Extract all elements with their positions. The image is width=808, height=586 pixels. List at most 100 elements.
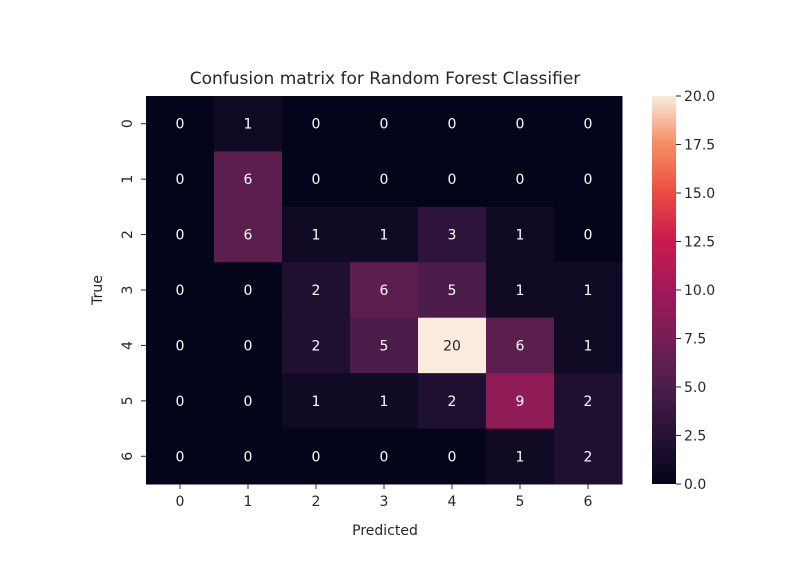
x-tick-label: 2 — [312, 494, 321, 510]
cell-value-label: 0 — [380, 117, 389, 133]
cell-value-label: 0 — [176, 394, 185, 410]
colorbar-tick-label: 12.5 — [684, 235, 715, 251]
heatmap-cell-r2-c0 — [146, 206, 215, 263]
heatmap-cell-r3-c5 — [486, 262, 555, 319]
x-axis-label: Predicted — [352, 523, 418, 539]
cell-value-label: 1 — [516, 283, 525, 299]
cell-value-label: 1 — [312, 394, 321, 410]
y-tick-label: 6 — [120, 452, 136, 461]
colorbar-tick-label: 2.5 — [684, 429, 706, 445]
cell-value-label: 0 — [584, 172, 593, 188]
heatmap-cell-r3-c3 — [350, 262, 419, 319]
cell-value-label: 0 — [380, 449, 389, 465]
heatmap-cell-r3-c4 — [418, 262, 487, 319]
heatmap-cell-r1-c6 — [554, 151, 623, 208]
heatmap-cell-r3-c0 — [146, 262, 215, 319]
heatmap-cell-r0-c1 — [214, 96, 283, 152]
heatmap-cell-r2-c3 — [350, 206, 419, 263]
cell-value-label: 3 — [448, 228, 457, 244]
heatmap-cell-r6-c6 — [554, 428, 623, 485]
cell-value-label: 2 — [584, 394, 593, 410]
colorbar-tick-label: 17.5 — [684, 138, 715, 154]
colorbar-tick-label: 5.0 — [684, 380, 706, 396]
heatmap-cell-r3-c1 — [214, 262, 283, 319]
heatmap-cell-r5-c1 — [214, 373, 283, 430]
cell-value-label: 6 — [516, 338, 525, 354]
y-tick-label: 4 — [120, 341, 136, 350]
cell-value-label: 0 — [176, 338, 185, 354]
heatmap-cell-r2-c1 — [214, 206, 283, 263]
cell-value-label: 1 — [244, 117, 253, 133]
heatmap-cell-r0-c6 — [554, 96, 623, 152]
heatmap-cell-r5-c5 — [486, 373, 555, 430]
colorbar-tick-label: 20.0 — [684, 89, 715, 105]
heatmap-cell-r3-c2 — [282, 262, 351, 319]
heatmap-cell-r4-c5 — [486, 317, 555, 374]
cell-value-label: 0 — [312, 449, 321, 465]
cell-value-label: 0 — [244, 449, 253, 465]
y-axis-ticks: 0 1 2 3 4 5 6 — [120, 119, 146, 461]
y-tick-label: 3 — [120, 286, 136, 295]
cell-value-label: 5 — [448, 283, 457, 299]
heatmap-cell-r5-c0 — [146, 373, 215, 430]
x-tick-label: 0 — [176, 494, 185, 510]
x-axis-ticks: 0 1 2 3 4 5 6 — [176, 484, 593, 510]
colorbar-tick-label: 15.0 — [684, 186, 715, 202]
cell-value-label: 1 — [380, 394, 389, 410]
cell-value-label: 5 — [380, 338, 389, 354]
cell-value-label: 2 — [448, 394, 457, 410]
cell-value-label: 6 — [244, 172, 253, 188]
heatmap-cells — [146, 96, 623, 485]
heatmap-cell-r6-c0 — [146, 428, 215, 485]
cell-value-label: 20 — [443, 338, 461, 354]
colorbar-tick-label: 0.0 — [684, 477, 706, 493]
heatmap-cell-r0-c4 — [418, 96, 487, 152]
heatmap-cell-r1-c1 — [214, 151, 283, 208]
cell-value-label: 0 — [380, 172, 389, 188]
y-tick-label: 1 — [120, 175, 136, 184]
heatmap-cell-r1-c0 — [146, 151, 215, 208]
heatmap-cell-r5-c3 — [350, 373, 419, 430]
cell-value-label: 0 — [176, 228, 185, 244]
heatmap-cell-r5-c6 — [554, 373, 623, 430]
cell-value-label: 1 — [516, 449, 525, 465]
cell-value-label: 0 — [516, 117, 525, 133]
cell-value-label: 0 — [312, 117, 321, 133]
y-tick-label: 5 — [120, 396, 136, 405]
heatmap-cell-r0-c2 — [282, 96, 351, 152]
cell-value-label: 0 — [448, 172, 457, 188]
cell-value-label: 1 — [584, 283, 593, 299]
heatmap-cell-r1-c2 — [282, 151, 351, 208]
cell-value-label: 1 — [312, 228, 321, 244]
cell-value-label: 0 — [584, 117, 593, 133]
cell-value-label: 0 — [176, 117, 185, 133]
heatmap-cell-r4-c4 — [418, 317, 487, 374]
cell-value-label: 0 — [448, 117, 457, 133]
cell-value-label: 1 — [584, 338, 593, 354]
cell-value-label: 6 — [380, 283, 389, 299]
heatmap-cell-r6-c2 — [282, 428, 351, 485]
heatmap-cell-r4-c1 — [214, 317, 283, 374]
cell-value-label: 2 — [312, 283, 321, 299]
heatmap-cell-r0-c0 — [146, 96, 215, 152]
cell-value-label: 0 — [312, 172, 321, 188]
heatmap-cell-r0-c5 — [486, 96, 555, 152]
heatmap-cell-r2-c4 — [418, 206, 487, 263]
heatmap-cell-r4-c0 — [146, 317, 215, 374]
colorbar — [652, 96, 676, 484]
colorbar-tick-label: 7.5 — [684, 332, 706, 348]
heatmap-cell-r1-c3 — [350, 151, 419, 208]
heatmap-cell-r5-c4 — [418, 373, 487, 430]
x-tick-label: 1 — [244, 494, 253, 510]
cell-value-label: 0 — [244, 283, 253, 299]
heatmap-cell-r2-c5 — [486, 206, 555, 263]
cell-value-label: 0 — [516, 172, 525, 188]
cell-value-label: 6 — [244, 228, 253, 244]
chart-title: Confusion matrix for Random Forest Class… — [190, 69, 581, 89]
heatmap-cell-r5-c2 — [282, 373, 351, 430]
colorbar-tick-label: 10.0 — [684, 283, 715, 299]
cell-value-label: 0 — [176, 449, 185, 465]
heatmap-cell-r1-c4 — [418, 151, 487, 208]
heatmap-cell-r4-c3 — [350, 317, 419, 374]
